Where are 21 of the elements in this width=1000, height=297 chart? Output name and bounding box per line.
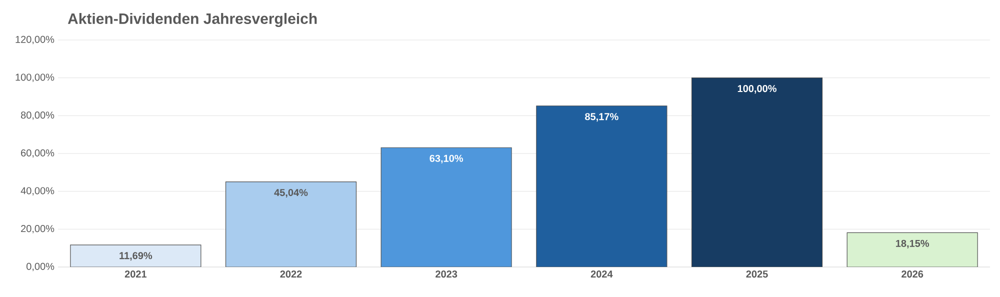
bar bbox=[536, 106, 668, 267]
chart-title: Aktien-Dividenden Jahresvergleich bbox=[68, 12, 317, 28]
y-tick-label: 60,00% bbox=[21, 149, 54, 158]
x-tick-label: 2021 bbox=[124, 270, 147, 278]
data-label: 45,04% bbox=[274, 189, 308, 198]
y-tick-label: 120,00% bbox=[16, 36, 54, 44]
y-tick-label: 40,00% bbox=[20, 187, 54, 196]
x-tick-label: 2022 bbox=[280, 270, 302, 278]
data-label: 100,00% bbox=[738, 85, 776, 94]
y-tick-label: 20,00% bbox=[21, 225, 54, 234]
x-tick-label: 2026 bbox=[902, 270, 924, 278]
y-tick-label: 0,00% bbox=[26, 262, 54, 272]
data-label: 63,10% bbox=[430, 154, 464, 164]
x-tick-label: 2023 bbox=[436, 270, 458, 278]
x-tick-label: 2024 bbox=[590, 270, 613, 278]
data-label: 11,69% bbox=[120, 252, 152, 261]
y-tick-label: 80,00% bbox=[20, 112, 54, 120]
x-tick-label: 2025 bbox=[746, 270, 768, 278]
y-tick-label: 100,00% bbox=[16, 74, 54, 82]
data-label: 18,15% bbox=[896, 240, 930, 248]
data-label: 85,17% bbox=[585, 113, 618, 122]
